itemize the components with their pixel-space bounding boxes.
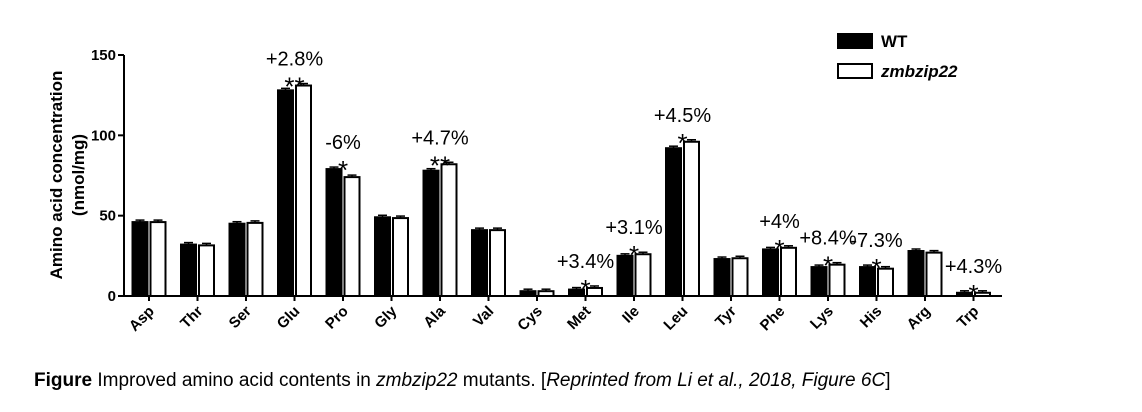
significance-stars: *: [338, 155, 348, 185]
x-tick-label: Ser: [226, 303, 255, 332]
bar-wt: [374, 216, 391, 297]
y-tick-labels: 0 50 100 150: [91, 47, 116, 305]
legend-swatch: [837, 33, 873, 49]
x-tick-label: Met: [564, 303, 594, 333]
chart-legend: WT zmbzip22: [837, 32, 958, 81]
x-tick-label: Glu: [274, 303, 304, 333]
bar-wt: [422, 169, 440, 297]
significance-stars: *: [968, 279, 978, 309]
bar-mutant: [489, 229, 506, 297]
chart-axes: [118, 54, 1002, 301]
significance-annotations: **+2.8%*-6%**+4.7%*+3.4% *+3.1%*+4.5%*+4%…: [266, 49, 1002, 309]
bar-wt: [325, 168, 343, 297]
figure-caption: Figure Improved amino acid contents in z…: [34, 370, 890, 392]
caption-text-before: Improved amino acid contents in: [92, 370, 377, 391]
percent-change-label: +4%: [759, 211, 800, 233]
x-tick-label: Lys: [807, 303, 837, 333]
significance-stars: *: [871, 253, 881, 283]
x-tick-label: Ile: [619, 303, 643, 327]
percent-change-label: +3.4%: [557, 251, 614, 273]
caption-text-mid: mutants. [: [457, 370, 547, 391]
caption-gene: zmbzip22: [376, 370, 458, 391]
bar-mutant: [198, 244, 215, 297]
significance-stars: *: [580, 274, 590, 304]
significance-stars: **: [284, 72, 304, 102]
x-tick-label: Cys: [514, 303, 545, 334]
y-tick-label: 50: [99, 208, 116, 225]
x-tick-label: Ala: [420, 302, 449, 331]
x-tick-label: Pro: [322, 303, 352, 333]
x-tick-labels: Asp Thr Ser Glu Pro Gly Ala Val Cys Met Ile Leu Tyr P…: [126, 302, 983, 335]
bar-wt: [180, 243, 197, 298]
caption-label: Figure: [34, 370, 93, 391]
x-tick-label: Tyr: [712, 303, 740, 331]
bar-wt: [471, 229, 488, 297]
percent-change-label: +8.4%: [799, 228, 856, 250]
percent-change-label: +4.7%: [411, 127, 468, 149]
y-tick-label: 150: [91, 47, 116, 64]
bar-mutant: [149, 221, 167, 298]
bar-wt: [665, 147, 682, 297]
bar-mutant: [246, 221, 264, 297]
bar-mutant: [440, 163, 458, 297]
significance-stars: *: [774, 234, 784, 264]
chart-bars: [131, 82, 991, 298]
significance-stars: *: [677, 128, 687, 158]
bar-chart: Asp Thr Ser Glu Pro Gly Ala Val Cys Met Ile Leu Tyr P…: [47, 32, 1002, 335]
x-tick-label: Leu: [660, 303, 691, 334]
x-tick-label: Val: [470, 303, 497, 330]
x-tick-label: His: [857, 303, 886, 332]
caption-citation: Reprinted from Li et al., 2018, Figure 6…: [546, 370, 886, 391]
legend-label: zmbzip22: [880, 62, 958, 81]
bar-wt: [228, 222, 246, 297]
bar-mutant: [731, 257, 749, 298]
y-tick-label: 100: [91, 127, 116, 144]
percent-change-label: +4.5%: [654, 105, 711, 127]
significance-stars: **: [430, 150, 450, 180]
bar-mutant: [295, 84, 312, 297]
legend-label: WT: [881, 32, 908, 51]
bar-wt: [277, 89, 294, 297]
bar-mutant: [537, 290, 555, 297]
y-axis-title-line1: Amino acid concentration: [47, 71, 66, 280]
percent-change-label: +2.8%: [266, 49, 323, 71]
significance-stars: *: [629, 240, 639, 270]
x-tick-label: Gly: [371, 302, 401, 332]
percent-change-label: +3.1%: [605, 217, 662, 239]
x-tick-label: Asp: [126, 303, 158, 335]
bar-mutant: [925, 251, 943, 297]
bar-mutant: [392, 217, 409, 297]
bar-wt: [907, 250, 925, 298]
percent-change-label: +4.3%: [945, 256, 1002, 278]
x-tick-label: Phe: [757, 303, 788, 334]
caption-text-end: ]: [885, 370, 891, 391]
bar-wt: [131, 221, 149, 298]
bar-mutant: [683, 140, 700, 297]
x-tick-label: Thr: [177, 303, 206, 332]
x-tick-label: Arg: [904, 303, 934, 333]
y-tick-label: 0: [108, 288, 116, 305]
percent-change-label: -6%: [325, 132, 361, 154]
y-axis-title-line2: (nmol/mg): [69, 134, 88, 216]
bar-wt: [519, 290, 537, 297]
legend-swatch: [837, 63, 873, 79]
bar-wt: [713, 258, 731, 297]
significance-stars: *: [823, 251, 833, 281]
bar-mutant: [343, 176, 361, 298]
percent-change-label: -7.3%: [850, 230, 902, 252]
